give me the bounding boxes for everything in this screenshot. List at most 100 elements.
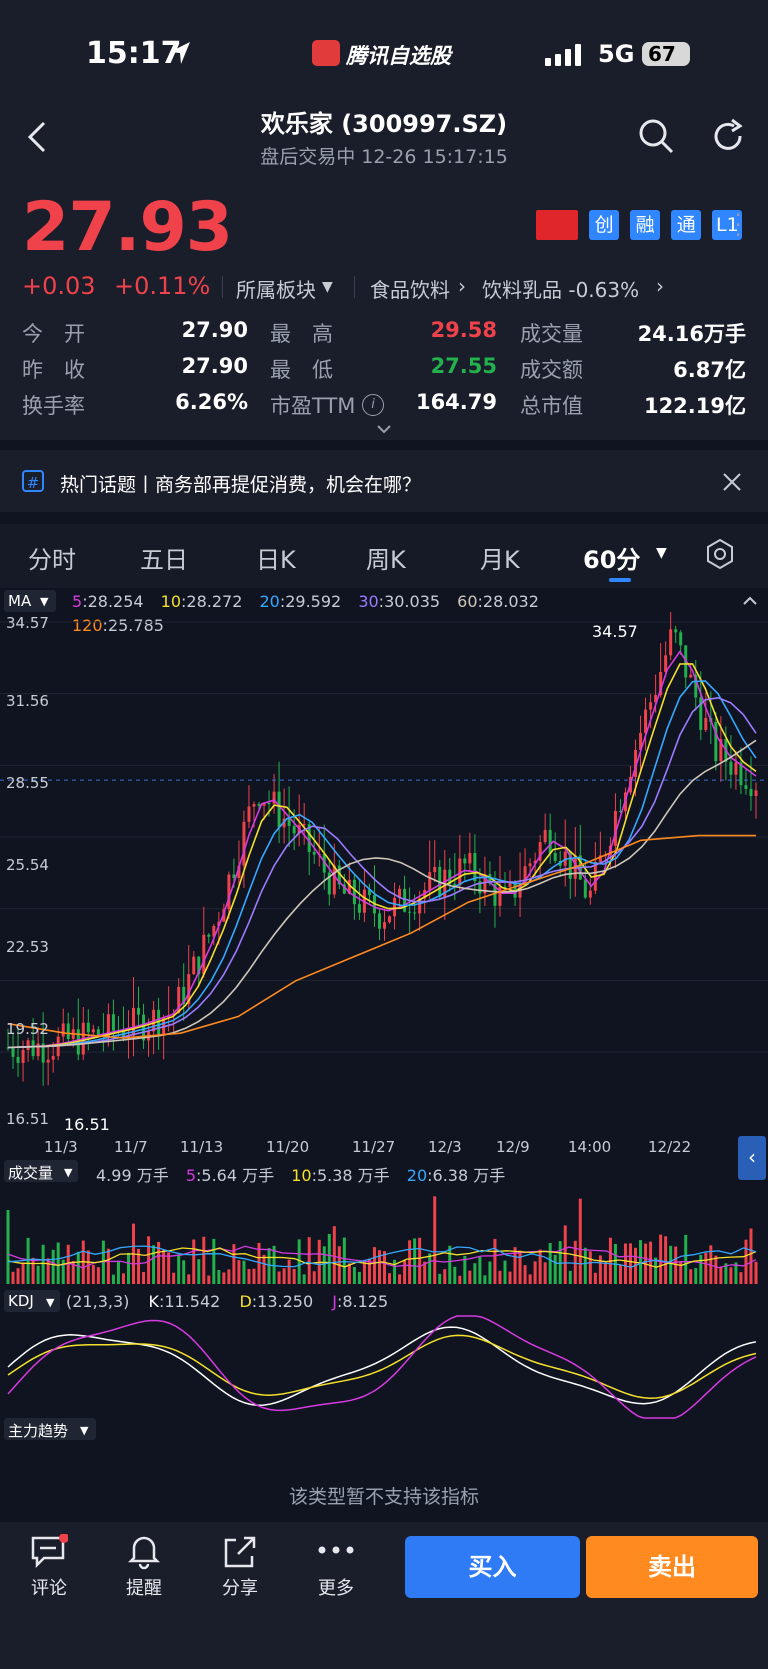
sector-menu[interactable]: 所属板块	[236, 278, 316, 302]
candle-body	[649, 702, 653, 710]
industry-link[interactable]: 食品饮料	[370, 278, 450, 302]
comment-button[interactable]: 评论	[31, 1578, 67, 1599]
volume-bar	[272, 1245, 276, 1284]
collapse-panel-button[interactable]: ‹	[738, 1136, 766, 1180]
tab-intraday[interactable]: 分时	[28, 546, 76, 574]
sell-button[interactable]: 卖出	[586, 1536, 758, 1598]
more-badges-icon[interactable]: · · ·	[735, 203, 742, 247]
ma5-line	[7, 650, 757, 1049]
stat-label-turnover-rate: 换手率	[22, 394, 85, 418]
candle-body	[453, 883, 457, 886]
tab-five-day[interactable]: 五日	[140, 546, 188, 574]
candle-body	[137, 1007, 141, 1015]
candlestick-chart[interactable]	[0, 612, 768, 1142]
volume-bar	[699, 1254, 703, 1284]
share-button[interactable]: 分享	[222, 1578, 258, 1599]
volume-bar	[463, 1255, 467, 1284]
volume-bar	[689, 1269, 693, 1284]
candle-body	[588, 890, 592, 898]
stat-label-market-cap[interactable]: 总市值	[520, 394, 583, 418]
vol-ma20-key: 20	[406, 1166, 428, 1185]
comment-icon[interactable]	[30, 1534, 68, 1570]
tab-60min[interactable]: 60分	[583, 546, 641, 574]
chart-settings-icon[interactable]	[704, 538, 736, 570]
low-price-label: 16.51	[64, 1115, 110, 1134]
main-trend-selector[interactable]	[4, 1418, 96, 1440]
volume-bar	[182, 1260, 186, 1284]
candle-body	[347, 879, 351, 894]
volume-bar	[739, 1272, 743, 1284]
candle-body	[202, 934, 206, 975]
stock-title: 欢乐家 (300997.SZ)	[260, 110, 508, 138]
search-icon[interactable]	[638, 118, 674, 154]
kdj-chart[interactable]	[0, 1312, 768, 1422]
main-trend-label[interactable]: 主力趋势	[8, 1422, 69, 1440]
more-icon[interactable]	[316, 1544, 356, 1556]
ma30-line	[7, 696, 757, 1049]
tab-weekly-k[interactable]: 周K	[366, 546, 406, 574]
chevron-down-icon: ▼	[322, 279, 333, 295]
volume-bar	[533, 1261, 537, 1284]
kdj-selector[interactable]	[4, 1290, 60, 1312]
buy-button[interactable]: 买入	[405, 1536, 580, 1598]
volume-bar	[187, 1274, 191, 1284]
volume-bar	[11, 1271, 15, 1284]
tab-monthly-k[interactable]: 月K	[480, 546, 520, 574]
sub-industry-link[interactable]: 饮料乳品 -0.63%	[482, 278, 640, 302]
volume-bar	[292, 1268, 296, 1284]
volume-bar	[282, 1268, 286, 1284]
volume-bar	[754, 1261, 758, 1284]
more-button[interactable]: 更多	[318, 1578, 354, 1599]
tab-dropdown-icon[interactable]: ▼	[656, 545, 667, 561]
volume-bar	[212, 1238, 216, 1284]
vol-ma5-value: :5.64 万手	[196, 1166, 275, 1185]
refresh-icon[interactable]	[710, 118, 746, 154]
back-icon[interactable]	[24, 120, 48, 154]
volume-bar	[252, 1268, 256, 1284]
volume-bar	[51, 1249, 55, 1284]
y-tick: 28.55	[6, 774, 49, 792]
volume-bar	[523, 1265, 527, 1284]
close-icon[interactable]	[722, 472, 742, 492]
volume-bar	[21, 1262, 25, 1284]
ma-label[interactable]: MA	[8, 592, 32, 610]
volume-ma-line	[7, 1245, 757, 1269]
volume-bar	[197, 1259, 201, 1284]
info-icon[interactable]: i	[362, 394, 384, 416]
tab-daily-k[interactable]: 日K	[256, 546, 296, 574]
expand-chevron-icon[interactable]	[376, 424, 392, 434]
candle-body	[659, 671, 663, 696]
volume-bar	[749, 1228, 753, 1284]
stat-volume: 24.16万手	[637, 322, 746, 346]
volume-bar	[704, 1252, 708, 1284]
alert-button[interactable]: 提醒	[126, 1578, 162, 1599]
collapse-chevron-icon[interactable]	[742, 596, 758, 606]
volume-selector[interactable]	[4, 1160, 78, 1182]
ma-selector[interactable]	[4, 590, 56, 612]
hot-topic-banner[interactable]	[0, 450, 768, 512]
network-type: 5G	[598, 40, 635, 68]
candle-body	[639, 732, 643, 751]
badge-l1[interactable]: L1	[712, 210, 743, 240]
kdj-label[interactable]: KDJ	[8, 1292, 34, 1310]
volume-bar	[433, 1196, 437, 1284]
vol-ma20-value: :6.38 万手	[427, 1166, 506, 1185]
badge-chuang[interactable]: 创	[589, 210, 620, 240]
share-icon[interactable]	[222, 1534, 258, 1570]
volume-chart[interactable]	[0, 1180, 768, 1290]
x-tick: 12/9	[496, 1138, 530, 1156]
volume-bar	[719, 1267, 723, 1284]
candle-body	[86, 1022, 90, 1033]
volume-bar	[628, 1243, 632, 1284]
volume-bar	[538, 1249, 542, 1284]
candle-body	[714, 721, 718, 762]
ma60-key: 60	[457, 592, 478, 611]
candle-body	[598, 855, 602, 862]
hot-topic-text[interactable]: 热门话题丨商务部再提促消费，机会在哪？	[60, 474, 422, 496]
badge-tong[interactable]: 通	[671, 210, 702, 240]
bell-icon[interactable]	[126, 1534, 162, 1570]
volume-label[interactable]: 成交量	[8, 1164, 54, 1182]
badge-rong[interactable]: 融	[630, 210, 661, 240]
volume-bar	[106, 1248, 110, 1284]
ma10-key: 10	[160, 592, 182, 611]
